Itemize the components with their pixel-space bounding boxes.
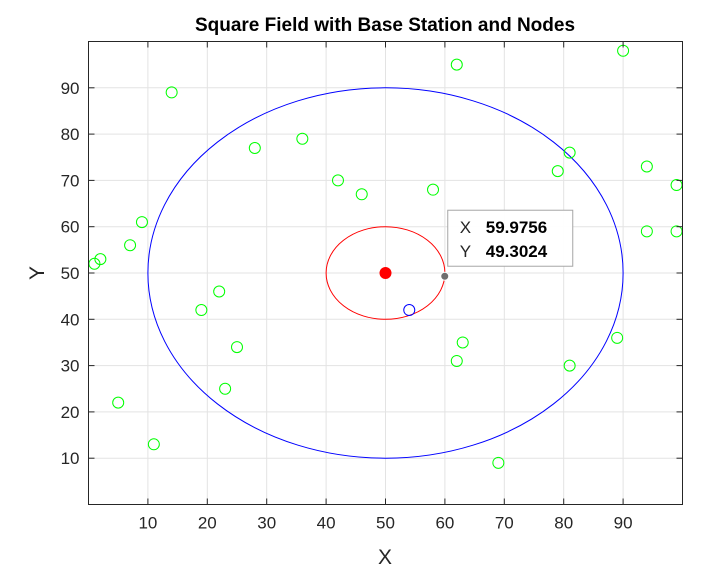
node-point[interactable]: [450, 354, 463, 367]
node-point[interactable]: [355, 188, 368, 201]
datatip-y-value: 49.3024: [486, 242, 548, 261]
chart-title: Square Field with Base Station and Nodes: [195, 15, 575, 36]
node-point[interactable]: [147, 438, 160, 451]
plot-area[interactable]: 10 20 30 40 50 60 70 80 90 10 20 30 40 50 60 70 80 90 X 59.…: [61, 41, 683, 533]
base-station-point[interactable]: [379, 267, 392, 279]
node-point[interactable]: [492, 456, 505, 469]
node-point[interactable]: [331, 174, 344, 187]
node-point[interactable]: [551, 165, 564, 178]
node-point[interactable]: [94, 253, 107, 266]
node-point[interactable]: [124, 239, 137, 252]
y-tick-label: 30: [61, 357, 80, 376]
datatip-box: [447, 209, 574, 267]
outer-range-circle: [147, 87, 624, 459]
node-point[interactable]: [611, 331, 624, 344]
x-tick-label: 60: [435, 514, 454, 533]
y-tick-label: 40: [61, 310, 80, 329]
node-point[interactable]: [427, 183, 440, 196]
node-point[interactable]: [213, 285, 226, 298]
highlighted-node-point[interactable]: [403, 304, 416, 317]
node-point[interactable]: [456, 336, 469, 349]
datatip-y-label: Y: [460, 242, 471, 261]
node-point[interactable]: [563, 146, 576, 159]
y-tick-label: 50: [61, 264, 80, 283]
x-tick-label: 10: [138, 514, 157, 533]
node-point[interactable]: [248, 141, 261, 154]
y-tick-label: 10: [61, 449, 80, 468]
y-tick-label: 70: [61, 171, 80, 190]
x-tick-label: 40: [317, 514, 336, 533]
node-point[interactable]: [640, 160, 653, 173]
datatip-x-value: 59.9756: [486, 218, 547, 237]
x-tick-label: 70: [495, 514, 514, 533]
node-point[interactable]: [640, 225, 653, 238]
y-tick-label: 20: [61, 403, 80, 422]
node-point[interactable]: [112, 396, 125, 409]
x-tick-label: 90: [614, 514, 633, 533]
node-point[interactable]: [219, 382, 232, 395]
y-tick-label: 60: [61, 218, 80, 237]
node-point[interactable]: [195, 304, 208, 317]
x-tick-label: 20: [198, 514, 217, 533]
y-tick-label: 80: [61, 125, 80, 144]
node-point[interactable]: [165, 86, 178, 99]
x-axis-label: X: [378, 546, 392, 567]
node-point[interactable]: [296, 132, 309, 145]
node-point[interactable]: [135, 216, 148, 229]
node-point[interactable]: [563, 359, 576, 372]
y-axis-label: Y: [26, 266, 49, 280]
x-tick-label: 80: [554, 514, 573, 533]
datatip-marker[interactable]: [440, 271, 450, 281]
x-tick-label: 50: [376, 514, 395, 533]
y-tick-label: 90: [61, 79, 80, 98]
x-tick-label: 30: [257, 514, 276, 533]
node-point[interactable]: [450, 58, 463, 71]
node-point[interactable]: [231, 341, 243, 354]
datatip-x-label: X: [460, 218, 471, 237]
